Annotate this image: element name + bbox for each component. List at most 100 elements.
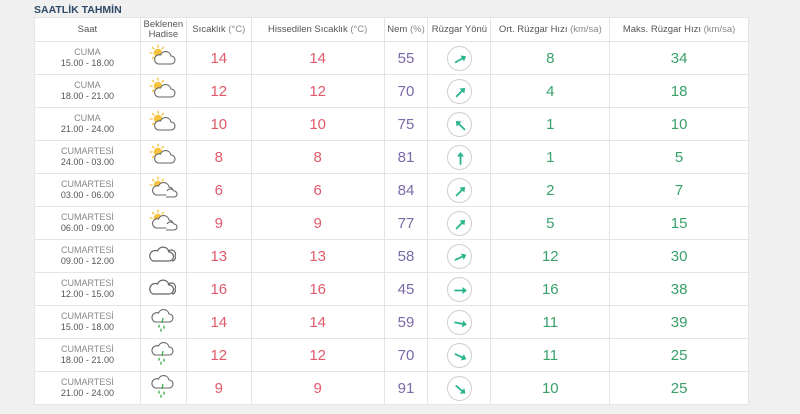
temp-value: 10 xyxy=(185,107,252,141)
wind-direction-arrow-icon xyxy=(446,78,472,104)
wind-max-value: 34 xyxy=(609,41,749,75)
wind-max-value: 25 xyxy=(609,371,749,405)
humidity-value: 55 xyxy=(383,41,429,75)
humidity-value: 58 xyxy=(383,239,429,273)
table-row: CUMARTESİ 09.00 - 12.00 13 13 58 12 30 xyxy=(34,239,749,273)
cell-weather xyxy=(139,371,187,405)
hours-label: 15.00 - 18.00 xyxy=(60,322,114,332)
hours-label: 18.00 - 21.00 xyxy=(60,355,114,365)
temp-value: 13 xyxy=(185,239,252,273)
cell-wind-dir xyxy=(427,371,492,405)
cell-weather xyxy=(139,272,187,306)
cell-weather xyxy=(139,74,187,108)
humidity-value: 81 xyxy=(383,140,429,174)
temp-value: 14 xyxy=(185,41,252,75)
feels-value: 10 xyxy=(250,107,385,141)
wind-max-value: 18 xyxy=(609,74,749,108)
wind-max-value: 38 xyxy=(609,272,749,306)
cell-wind-dir xyxy=(427,173,492,207)
cell-weather xyxy=(139,206,187,240)
cell-weather xyxy=(139,338,187,372)
day-label: CUMARTESİ xyxy=(61,146,114,156)
humidity-value: 75 xyxy=(383,107,429,141)
cell-time: CUMARTESİ 12.00 - 15.00 xyxy=(34,272,141,306)
cell-time: CUMARTESİ 24.00 - 03.00 xyxy=(34,140,141,174)
table-row: CUMARTESİ 18.00 - 21.00 12 12 70 11 25 xyxy=(34,338,749,372)
humidity-value: 77 xyxy=(383,206,429,240)
rain-icon xyxy=(148,373,178,404)
header-humidity: Nem (%) xyxy=(383,17,429,42)
wind-avg-value: 12 xyxy=(490,239,611,273)
cell-time: CUMARTESİ 06.00 - 09.00 xyxy=(34,206,141,240)
cell-wind-dir xyxy=(427,305,492,339)
table-row: CUMARTESİ 12.00 - 15.00 16 16 45 16 38 xyxy=(34,272,749,306)
day-label: CUMARTESİ xyxy=(61,278,114,288)
table-row: CUMARTESİ 15.00 - 18.00 14 14 59 11 39 xyxy=(34,305,749,339)
table-row: CUMA 15.00 - 18.00 14 14 55 8 34 xyxy=(34,41,749,75)
wind-avg-value: 16 xyxy=(490,272,611,306)
wind-avg-value: 11 xyxy=(490,305,611,339)
wind-direction-arrow-icon xyxy=(446,243,472,269)
table-header-row: Saat Beklenen Hadise Sıcaklık (°C) Hisse… xyxy=(34,17,749,42)
wind-avg-value: 10 xyxy=(490,371,611,405)
humidity-value: 70 xyxy=(383,338,429,372)
cell-time: CUMARTESİ 09.00 - 12.00 xyxy=(34,239,141,273)
wind-direction-arrow-icon xyxy=(446,144,472,170)
cell-weather xyxy=(139,305,187,339)
hours-label: 12.00 - 15.00 xyxy=(60,289,114,299)
cell-weather xyxy=(139,239,187,273)
header-wind-max-label: Maks. Rüzgar Hızı xyxy=(622,23,701,35)
cell-wind-dir xyxy=(427,272,492,306)
wind-direction-arrow-icon xyxy=(446,375,472,401)
header-wind-avg: Ort. Rüzgar Hızı (km/sa) xyxy=(490,17,611,42)
wind-avg-value: 4 xyxy=(490,74,611,108)
hours-label: 24.00 - 03.00 xyxy=(60,157,114,167)
feels-value: 9 xyxy=(250,371,385,405)
temp-value: 9 xyxy=(185,371,252,405)
cell-wind-dir xyxy=(427,74,492,108)
wind-max-value: 15 xyxy=(609,206,749,240)
day-label: CUMARTESİ xyxy=(61,377,114,387)
humidity-value: 59 xyxy=(383,305,429,339)
day-label: CUMARTESİ xyxy=(61,311,114,321)
cell-weather xyxy=(139,107,187,141)
temp-value: 14 xyxy=(185,305,252,339)
feels-value: 13 xyxy=(250,239,385,273)
partly-cloudy-icon xyxy=(148,209,178,238)
hours-label: 18.00 - 21.00 xyxy=(60,91,114,101)
header-expected-line1: Beklenen xyxy=(143,18,184,30)
hours-label: 03.00 - 06.00 xyxy=(60,190,114,200)
cell-wind-dir xyxy=(427,41,492,75)
wind-avg-value: 5 xyxy=(490,206,611,240)
cell-weather xyxy=(139,41,187,75)
day-label: CUMARTESİ xyxy=(61,344,114,354)
day-label: CUMARTESİ xyxy=(61,245,114,255)
temp-value: 12 xyxy=(185,74,252,108)
humidity-value: 91 xyxy=(383,371,429,405)
day-label: CUMARTESİ xyxy=(61,179,114,189)
hours-label: 09.00 - 12.00 xyxy=(60,256,114,266)
temp-value: 6 xyxy=(185,173,252,207)
table-row: CUMARTESİ 21.00 - 24.00 9 9 91 10 25 xyxy=(34,371,749,405)
cell-wind-dir xyxy=(427,338,492,372)
header-wind-avg-label: Ort. Rüzgar Hızı xyxy=(498,23,568,35)
wind-max-value: 39 xyxy=(609,305,749,339)
wind-direction-arrow-icon xyxy=(446,342,472,368)
header-time: Saat xyxy=(34,17,141,42)
cell-wind-dir xyxy=(427,140,492,174)
section-title: SAATLİK TAHMİN xyxy=(34,4,122,16)
wind-max-value: 30 xyxy=(609,239,749,273)
wind-direction-arrow-icon xyxy=(446,210,472,236)
header-temp-unit: (°C) xyxy=(228,23,246,35)
humidity-value: 45 xyxy=(383,272,429,306)
cell-time: CUMA 21.00 - 24.00 xyxy=(34,107,141,141)
wind-direction-arrow-icon xyxy=(446,276,472,302)
cell-weather xyxy=(139,140,187,174)
wind-avg-value: 11 xyxy=(490,338,611,372)
wind-direction-arrow-icon xyxy=(446,177,472,203)
feels-value: 16 xyxy=(250,272,385,306)
header-humidity-unit: (%) xyxy=(409,23,425,35)
temp-value: 12 xyxy=(185,338,252,372)
wind-direction-arrow-icon xyxy=(446,111,472,137)
partly-sunny-icon xyxy=(148,44,178,73)
